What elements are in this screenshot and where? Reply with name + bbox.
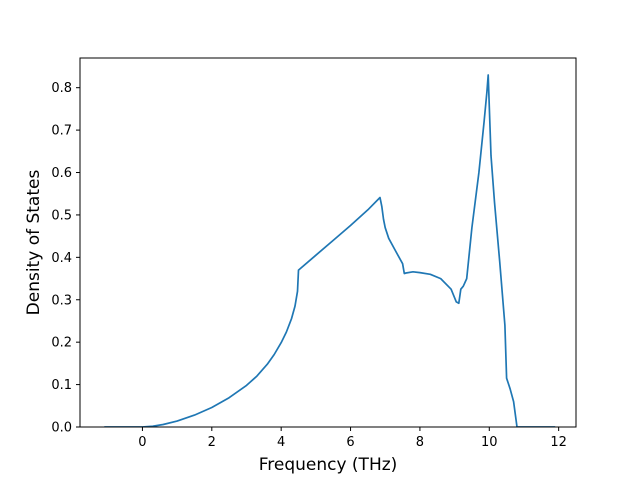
y-tick-label: 0.8 bbox=[51, 81, 72, 96]
y-tick-label: 0.5 bbox=[51, 208, 72, 223]
y-tick-label: 0.4 bbox=[51, 251, 72, 266]
x-tick-label: 12 bbox=[550, 435, 567, 450]
x-tick-label: 2 bbox=[208, 435, 216, 450]
y-tick-label: 0.2 bbox=[51, 336, 72, 351]
y-tick-label: 0.3 bbox=[51, 293, 72, 308]
x-axis-label: Frequency (THz) bbox=[259, 455, 398, 475]
dos-series-line bbox=[104, 74, 556, 427]
x-tick-label: 8 bbox=[416, 435, 424, 450]
plot-area bbox=[104, 74, 556, 427]
x-tick-label: 6 bbox=[346, 435, 354, 450]
y-tick-label: 0.0 bbox=[51, 421, 72, 436]
axes-frame bbox=[79, 57, 577, 428]
y-tick-label: 0.7 bbox=[51, 124, 72, 139]
y-tick-label: 0.6 bbox=[51, 166, 72, 181]
y-tick-label: 0.1 bbox=[51, 378, 72, 393]
x-tick-label: 0 bbox=[138, 435, 146, 450]
y-axis-label: Density of States bbox=[24, 170, 44, 316]
x-tick-label: 10 bbox=[481, 435, 498, 450]
x-tick-label: 4 bbox=[277, 435, 285, 450]
ticks: 0 2 4 6 8 10 12 0.0 0.1 0.2 0.3 0.4 0.5 0.6 0.7 0.8 bbox=[51, 81, 567, 450]
